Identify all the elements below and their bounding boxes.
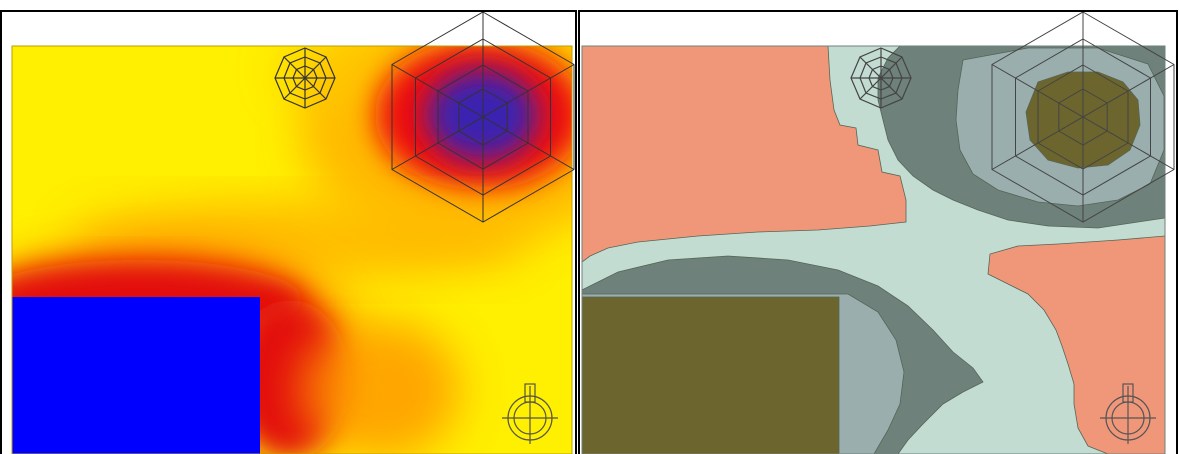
contour-panel	[578, 0, 1179, 454]
contour-canvas	[578, 0, 1179, 454]
contour-level-5-bottom-left	[582, 296, 840, 454]
plot-border	[11, 45, 573, 454]
contour-level-1-top-left	[582, 46, 907, 263]
heat-solid-block	[12, 297, 260, 454]
octagon-web-icon	[274, 47, 336, 109]
heat-halo-bottom-right	[300, 320, 460, 454]
heatmap-canvas	[0, 0, 578, 454]
panel-frame	[0, 10, 577, 454]
circle-crosshair-icon	[1100, 383, 1156, 444]
circle-crosshair-icon	[502, 383, 558, 444]
octagon-web-icon	[850, 47, 912, 109]
heat-core-top-right	[427, 70, 537, 160]
heat-field	[12, 46, 572, 454]
hexagon-web-icon	[391, 11, 575, 223]
panel-frame	[578, 10, 1178, 454]
contour-field	[582, 46, 1165, 454]
heatmap-panel	[0, 0, 578, 454]
hexagon-web-icon	[991, 11, 1175, 223]
plot-border	[581, 45, 1166, 454]
contour-level-1-right	[987, 235, 1165, 454]
